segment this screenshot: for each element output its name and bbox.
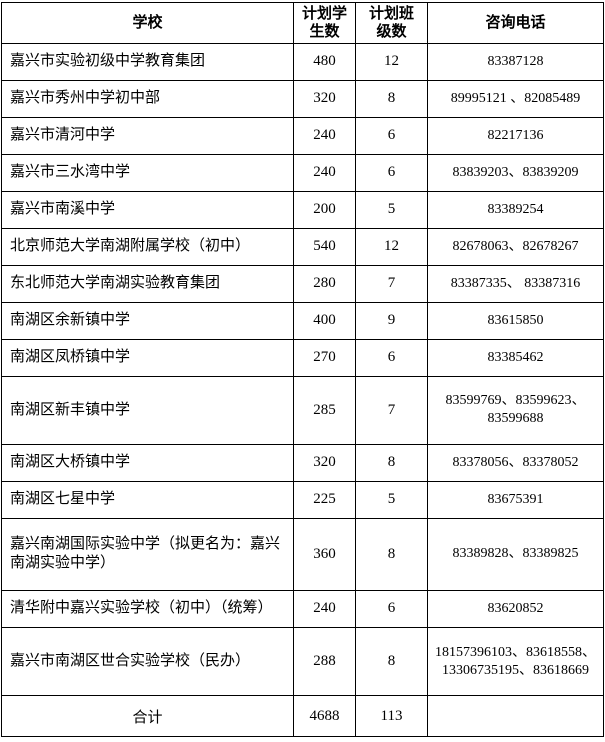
phone-cell: 83378056、83378052	[427, 443, 604, 482]
table-row: 南湖区余新镇中学 400 9 83615850	[1, 301, 604, 340]
total-label-cell: 合计	[1, 695, 294, 737]
school-cell: 嘉兴南湖国际实验中学（拟更名为：嘉兴南湖实验中学）	[1, 517, 294, 591]
table-row: 嘉兴市清河中学 240 6 82217136	[1, 116, 604, 155]
table-row: 清华附中嘉兴实验学校（初中）（统筹） 240 6 83620852	[1, 589, 604, 628]
students-cell: 240	[293, 589, 356, 628]
table-header-row: 学校 计划学 生数 计划班 级数 咨询电话	[1, 2, 604, 44]
phone-cell: 83389254	[427, 190, 604, 229]
students-cell: 240	[293, 153, 356, 192]
total-phone-cell	[427, 695, 604, 737]
students-cell: 400	[293, 301, 356, 340]
school-cell: 嘉兴市秀州中学初中部	[1, 79, 294, 118]
phone-cell: 83387335、 83387316	[427, 264, 604, 303]
school-cell: 南湖区余新镇中学	[1, 301, 294, 340]
students-cell: 225	[293, 480, 356, 519]
school-cell: 嘉兴市实验初级中学教育集团	[1, 43, 294, 81]
header-planned-students: 计划学 生数	[293, 2, 356, 44]
classes-cell: 5	[355, 480, 428, 519]
school-cell: 南湖区七星中学	[1, 480, 294, 519]
table-row: 嘉兴南湖国际实验中学（拟更名为：嘉兴南湖实验中学） 360 8 83389828…	[1, 517, 604, 591]
table-row: 嘉兴市南湖区世合实验学校（民办） 288 8 18157396103、83618…	[1, 626, 604, 697]
phone-cell: 83839203、83839209	[427, 153, 604, 192]
header-phone: 咨询电话	[427, 2, 604, 44]
classes-cell: 7	[355, 375, 428, 445]
table-row: 嘉兴市南溪中学 200 5 83389254	[1, 190, 604, 229]
phone-cell: 83675391	[427, 480, 604, 519]
students-cell: 320	[293, 443, 356, 482]
school-cell: 清华附中嘉兴实验学校（初中）（统筹）	[1, 589, 294, 628]
phone-cell: 82678063、82678267	[427, 227, 604, 266]
school-cell: 南湖区新丰镇中学	[1, 375, 294, 445]
classes-cell: 6	[355, 153, 428, 192]
table-row: 南湖区大桥镇中学 320 8 83378056、83378052	[1, 443, 604, 482]
students-cell: 320	[293, 79, 356, 118]
students-cell: 200	[293, 190, 356, 229]
table-row: 嘉兴市秀州中学初中部 320 8 89995121 、82085489	[1, 79, 604, 118]
header-planned-classes: 计划班 级数	[355, 2, 428, 44]
classes-cell: 9	[355, 301, 428, 340]
classes-cell: 12	[355, 227, 428, 266]
school-cell: 嘉兴市南湖区世合实验学校（民办）	[1, 626, 294, 697]
students-cell: 270	[293, 338, 356, 377]
phone-cell: 83387128	[427, 43, 604, 81]
phone-cell: 18157396103、83618558、 13306735195、836186…	[427, 626, 604, 697]
table-row: 南湖区凤桥镇中学 270 6 83385462	[1, 338, 604, 377]
table-row: 东北师范大学南湖实验教育集团 280 7 83387335、 83387316	[1, 264, 604, 303]
classes-cell: 12	[355, 43, 428, 81]
students-cell: 280	[293, 264, 356, 303]
total-classes-cell: 113	[355, 695, 428, 737]
students-cell: 285	[293, 375, 356, 445]
classes-cell: 8	[355, 79, 428, 118]
classes-cell: 6	[355, 116, 428, 155]
school-cell: 北京师范大学南湖附属学校（初中）	[1, 227, 294, 266]
students-cell: 540	[293, 227, 356, 266]
school-cell: 东北师范大学南湖实验教育集团	[1, 264, 294, 303]
classes-cell: 8	[355, 626, 428, 697]
phone-cell: 83385462	[427, 338, 604, 377]
phone-cell: 83615850	[427, 301, 604, 340]
table-row: 北京师范大学南湖附属学校（初中） 540 12 82678063、8267826…	[1, 227, 604, 266]
school-cell: 南湖区大桥镇中学	[1, 443, 294, 482]
phone-cell: 83620852	[427, 589, 604, 628]
total-students-cell: 4688	[293, 695, 356, 737]
classes-cell: 5	[355, 190, 428, 229]
classes-cell: 8	[355, 517, 428, 591]
classes-cell: 8	[355, 443, 428, 482]
table-row: 南湖区七星中学 225 5 83675391	[1, 480, 604, 519]
students-cell: 288	[293, 626, 356, 697]
students-cell: 360	[293, 517, 356, 591]
table-row: 嘉兴市实验初级中学教育集团 480 12 83387128	[1, 43, 604, 81]
school-cell: 南湖区凤桥镇中学	[1, 338, 294, 377]
school-cell: 嘉兴市南溪中学	[1, 190, 294, 229]
phone-cell: 82217136	[427, 116, 604, 155]
phone-cell: 83389828、83389825	[427, 517, 604, 591]
school-cell: 嘉兴市清河中学	[1, 116, 294, 155]
classes-cell: 6	[355, 589, 428, 628]
students-cell: 240	[293, 116, 356, 155]
classes-cell: 6	[355, 338, 428, 377]
table-row: 嘉兴市三水湾中学 240 6 83839203、83839209	[1, 153, 604, 192]
total-row: 合计 4688 113	[1, 695, 604, 737]
phone-cell: 83599769、83599623、 83599688	[427, 375, 604, 445]
phone-cell: 89995121 、82085489	[427, 79, 604, 118]
students-cell: 480	[293, 43, 356, 81]
school-cell: 嘉兴市三水湾中学	[1, 153, 294, 192]
classes-cell: 7	[355, 264, 428, 303]
table-row: 南湖区新丰镇中学 285 7 83599769、83599623、 835996…	[1, 375, 604, 445]
header-school: 学校	[1, 2, 294, 44]
